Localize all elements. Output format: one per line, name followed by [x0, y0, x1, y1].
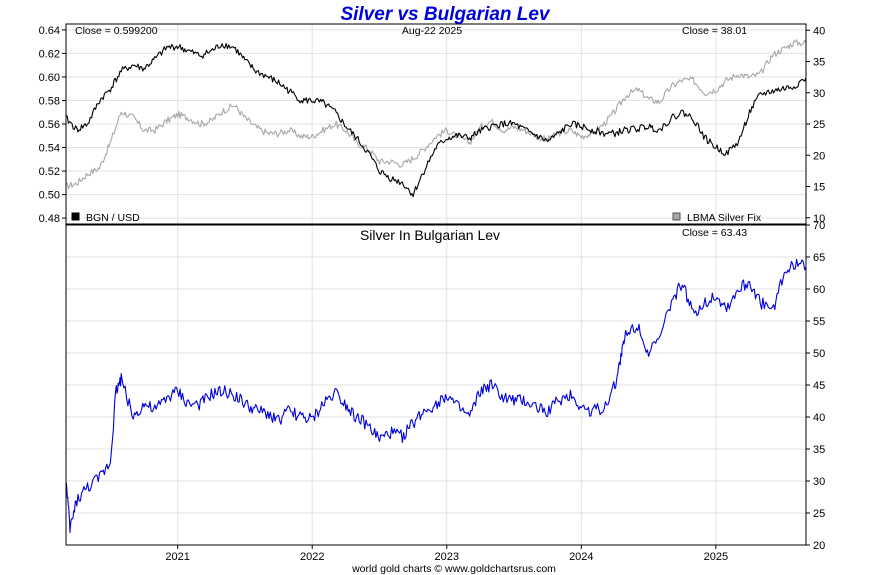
top-left-tick-label-0.52: 0.52: [39, 166, 60, 178]
top-right-tick-label-40: 40: [813, 25, 825, 37]
top-close-left-label: Close = 0.599200: [75, 25, 158, 37]
top-right-tick-label-20: 20: [813, 150, 825, 162]
top-left-tick-label-0.60: 0.60: [39, 72, 60, 84]
top-panel-frame: [65, 23, 807, 225]
bottom-right-tick-label-45: 45: [813, 380, 825, 392]
x-tick-label-2023: 2023: [435, 551, 459, 563]
bottom-right-tick-label-40: 40: [813, 412, 825, 424]
top-left-tick-label-0.58: 0.58: [39, 95, 60, 107]
top-left-tick-label-0.50: 0.50: [39, 190, 60, 202]
top-right-tick-label-10: 10: [813, 213, 825, 225]
silver-usd-line: [65, 39, 807, 190]
bottom-panel-frame: [65, 224, 807, 546]
bottom-right-tick-label-70: 70: [813, 220, 825, 232]
legend-silver-fix-label: LBMA Silver Fix: [687, 212, 762, 224]
top-date-label: Aug-22 2025: [402, 25, 462, 37]
bottom-right-tick-label-65: 65: [813, 252, 825, 264]
legend-silver-fix-swatch: [672, 212, 681, 221]
top-left-tick-label-0.54: 0.54: [39, 143, 60, 155]
top-right-tick-label-35: 35: [813, 57, 825, 69]
bottom-right-tick-label-55: 55: [813, 316, 825, 328]
top-left-tick-label-0.48: 0.48: [39, 213, 60, 225]
x-tick-label-2021: 2021: [165, 551, 189, 563]
bgn-usd-line: [65, 42, 807, 198]
bottom-right-tick-label-35: 35: [813, 444, 825, 456]
top-left-tick-label-0.62: 0.62: [39, 48, 60, 60]
bottom-right-tick-label-25: 25: [813, 508, 825, 520]
bottom-close-label: Close = 63.43: [682, 227, 747, 239]
top-right-tick-label-25: 25: [813, 119, 825, 131]
x-tick-label-2025: 2025: [704, 551, 728, 563]
bottom-right-tick-label-30: 30: [813, 476, 825, 488]
series-layer: [65, 39, 807, 534]
x-tick-label-2024: 2024: [569, 551, 593, 563]
top-left-tick-label-0.56: 0.56: [39, 119, 60, 131]
top-right-tick-label-30: 30: [813, 88, 825, 100]
bottom-panel-title: Silver In Bulgarian Lev: [360, 227, 500, 243]
footer-credit: world gold charts © www.goldchartsrus.co…: [351, 563, 556, 575]
top-close-right-label: Close = 38.01: [682, 25, 747, 37]
legend-bgn-usd-swatch: [71, 212, 80, 221]
frame-layer: 2021 2022 2023 2024 20250.640.620.600.580.56…: [39, 23, 825, 563]
top-right-tick-label-15: 15: [813, 182, 825, 194]
legend-bgn-usd-label: BGN / USD: [86, 212, 140, 224]
bottom-right-tick-label-20: 20: [813, 540, 825, 552]
bottom-right-tick-label-60: 60: [813, 284, 825, 296]
grid-layer: [66, 24, 806, 546]
x-tick-label-2022: 2022: [300, 551, 324, 563]
bottom-right-tick-label-50: 50: [813, 348, 825, 360]
top-left-tick-label-0.64: 0.64: [39, 25, 60, 37]
silver-bgn-line: [65, 258, 807, 534]
chart-title: Silver vs Bulgarian Lev: [340, 4, 551, 25]
